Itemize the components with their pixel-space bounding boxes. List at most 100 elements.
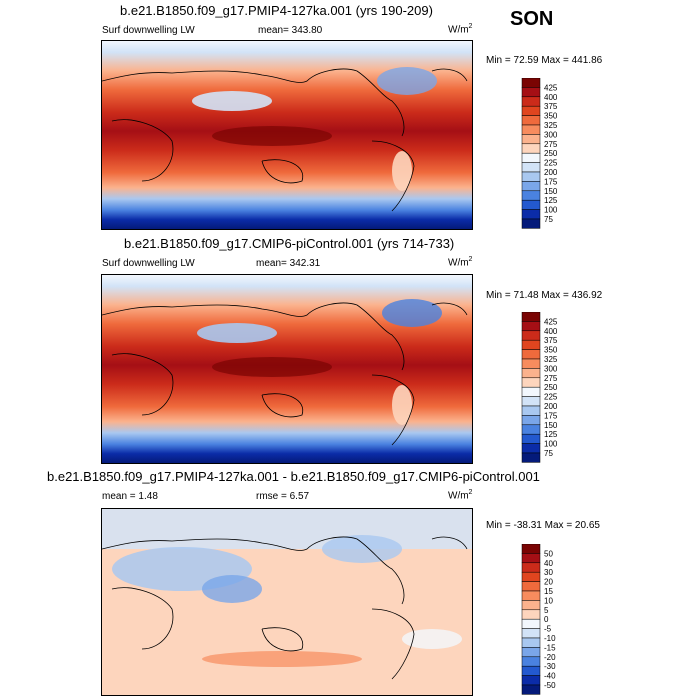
colorbar-tick-label: -15 bbox=[544, 643, 556, 652]
panel2-warmpool bbox=[212, 357, 332, 377]
colorbar-swatch bbox=[521, 199, 541, 210]
colorbar-swatch bbox=[521, 134, 541, 145]
colorbar-tick-label: 350 bbox=[544, 112, 558, 121]
colorbar-swatch bbox=[521, 553, 541, 564]
colorbar-swatch bbox=[521, 181, 541, 192]
colorbar-swatch bbox=[521, 424, 541, 435]
colorbar-tick-label: 15 bbox=[544, 587, 553, 596]
colorbar-swatch bbox=[521, 368, 541, 379]
colorbar-swatch bbox=[521, 433, 541, 444]
colorbar-swatch bbox=[521, 396, 541, 407]
colorbar-swatch bbox=[521, 647, 541, 658]
colorbar-tick-label: 375 bbox=[544, 336, 558, 345]
colorbar-swatch bbox=[521, 209, 541, 220]
colorbar-swatch bbox=[521, 684, 541, 695]
panel1-variable: Surf downwelling LW bbox=[102, 25, 195, 36]
colorbar-tick-label: 75 bbox=[544, 449, 553, 458]
colorbar-tick-label: 325 bbox=[544, 121, 558, 130]
colorbar-swatch bbox=[521, 152, 541, 163]
panel3-units: W/m2 bbox=[448, 489, 473, 502]
colorbar-swatch bbox=[521, 544, 541, 554]
colorbar-swatch bbox=[521, 581, 541, 592]
colorbar-tick-label: 275 bbox=[544, 374, 558, 383]
colorbar-tick-label: 30 bbox=[544, 568, 553, 577]
colorbar-tick-label: 225 bbox=[544, 393, 558, 402]
colorbar-swatch bbox=[521, 171, 541, 182]
panel3-title: b.e21.B1850.f09_g17.PMIP4-127ka.001 - b.… bbox=[47, 469, 540, 484]
panel1-minmax: Min = 72.59 Max = 441.86 bbox=[486, 55, 603, 66]
colorbar-tick-label: -40 bbox=[544, 672, 556, 681]
colorbar-tick-label: 175 bbox=[544, 411, 558, 420]
colorbar-swatch bbox=[521, 143, 541, 154]
panel1-andes bbox=[392, 151, 412, 191]
colorbar-tick-label: 40 bbox=[544, 559, 553, 568]
panel1-tibet-low bbox=[192, 91, 272, 111]
colorbar-swatch bbox=[521, 377, 541, 388]
colorbar-tick-label: 5 bbox=[544, 606, 549, 615]
colorbar-tick-label: 275 bbox=[544, 140, 558, 149]
colorbar-tick-label: 0 bbox=[544, 615, 549, 624]
colorbar-tick-label: -5 bbox=[544, 625, 552, 634]
colorbar-tick-label: 325 bbox=[544, 355, 558, 364]
colorbar-tick-label: 125 bbox=[544, 430, 558, 439]
colorbar-tick-label: 225 bbox=[544, 159, 558, 168]
colorbar-tick-label: 425 bbox=[544, 83, 558, 92]
colorbar-tick-label: 350 bbox=[544, 346, 558, 355]
panel1-colorbar: 4254003753503253002752502252001751501251… bbox=[521, 78, 558, 229]
panel2-andes bbox=[392, 385, 412, 425]
panel3-mean: mean = 1.48 bbox=[102, 491, 158, 502]
colorbar-tick-label: 20 bbox=[544, 578, 553, 587]
colorbar-swatch bbox=[521, 443, 541, 454]
colorbar-swatch bbox=[521, 637, 541, 648]
colorbar-tick-label: 200 bbox=[544, 402, 558, 411]
colorbar-swatch bbox=[521, 105, 541, 116]
colorbar-tick-label: 50 bbox=[544, 549, 553, 558]
colorbar-swatch bbox=[521, 656, 541, 667]
colorbar-swatch bbox=[521, 87, 541, 98]
colorbar-tick-label: 175 bbox=[544, 177, 558, 186]
colorbar-swatch bbox=[521, 618, 541, 629]
colorbar-tick-label: 10 bbox=[544, 596, 553, 605]
colorbar-tick-label: 200 bbox=[544, 168, 558, 177]
season-label: SON bbox=[510, 8, 554, 30]
colorbar-swatch bbox=[521, 571, 541, 582]
colorbar-tick-label: 100 bbox=[544, 206, 558, 215]
panel2-greenland-low bbox=[382, 299, 442, 327]
panel2-units: W/m2 bbox=[448, 256, 473, 269]
colorbar-tick-label: -10 bbox=[544, 634, 556, 643]
colorbar-tick-label: 125 bbox=[544, 196, 558, 205]
colorbar-swatch bbox=[521, 124, 541, 135]
panel3-southern-pos bbox=[202, 651, 362, 667]
colorbar-swatch bbox=[521, 78, 541, 88]
colorbar-swatch bbox=[521, 665, 541, 676]
panel3-coastlines bbox=[102, 536, 468, 680]
colorbar-swatch bbox=[521, 405, 541, 416]
panel3-minmax: Min = -38.31 Max = 20.65 bbox=[486, 520, 600, 531]
colorbar-swatch bbox=[521, 330, 541, 341]
colorbar-swatch bbox=[521, 452, 541, 463]
colorbar-tick-label: 400 bbox=[544, 93, 558, 102]
colorbar-tick-label: 250 bbox=[544, 383, 558, 392]
panel2-map bbox=[101, 274, 473, 464]
colorbar-tick-label: 300 bbox=[544, 130, 558, 139]
colorbar-swatch bbox=[521, 675, 541, 686]
panel1-greenland-low bbox=[377, 67, 437, 95]
colorbar-tick-label: 250 bbox=[544, 149, 558, 158]
colorbar-tick-label: 300 bbox=[544, 364, 558, 373]
colorbar-swatch bbox=[521, 312, 541, 322]
panel3-rmse: rmse = 6.57 bbox=[256, 491, 310, 502]
panel1-mean: mean= 343.80 bbox=[258, 25, 323, 36]
colorbar-tick-label: 75 bbox=[544, 215, 553, 224]
panel3-map bbox=[101, 508, 473, 696]
colorbar-tick-label: -20 bbox=[544, 653, 556, 662]
panel2-mean: mean= 342.31 bbox=[256, 258, 321, 269]
panel1-map bbox=[101, 40, 473, 230]
panel2-colorbar: 4254003753503253002752502252001751501251… bbox=[521, 312, 558, 463]
panel1-title: b.e21.B1850.f09_g17.PMIP4-127ka.001 (yrs… bbox=[120, 3, 433, 18]
colorbar-swatch bbox=[521, 386, 541, 397]
panel1-units: W/m2 bbox=[448, 23, 473, 36]
panel2-coastlines bbox=[102, 302, 468, 446]
colorbar-swatch bbox=[521, 609, 541, 620]
colorbar-tick-label: 150 bbox=[544, 187, 558, 196]
colorbar-swatch bbox=[521, 562, 541, 573]
